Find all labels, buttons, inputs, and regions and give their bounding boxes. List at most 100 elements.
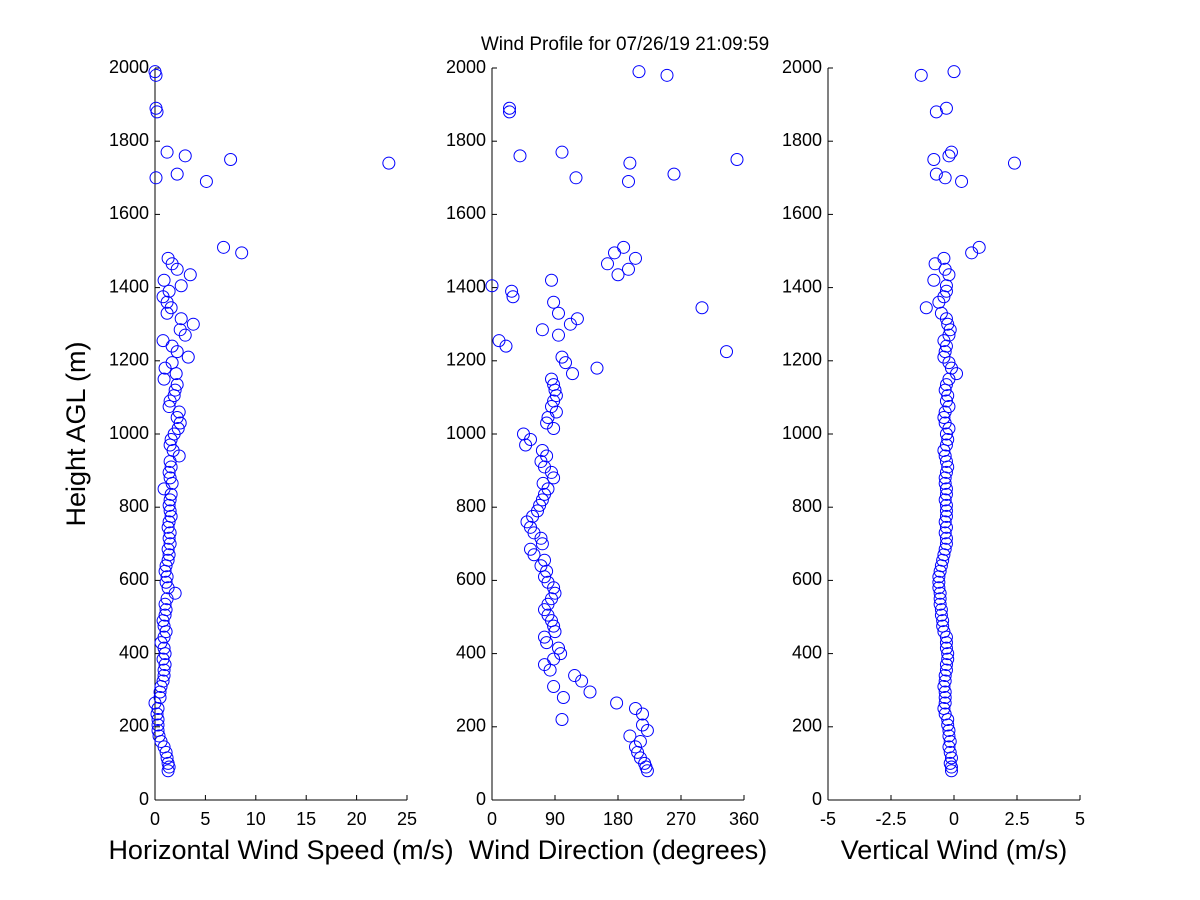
data-point xyxy=(506,290,520,304)
data-point xyxy=(933,592,947,606)
x-axis-label: Wind Direction (degrees) xyxy=(469,835,768,865)
data-point xyxy=(556,691,570,705)
data-point xyxy=(513,149,527,163)
data-point xyxy=(554,647,568,661)
y-tick-label: 1200 xyxy=(109,350,149,370)
data-point xyxy=(505,284,519,298)
data-point xyxy=(157,630,171,644)
data-point xyxy=(178,149,192,163)
data-point xyxy=(161,542,175,556)
data-point xyxy=(938,493,952,507)
data-point xyxy=(590,361,604,375)
data-point xyxy=(162,400,176,414)
data-point xyxy=(617,240,631,254)
data-point xyxy=(173,323,187,337)
x-tick-label: 270 xyxy=(666,809,696,829)
data-point xyxy=(730,153,744,166)
x-tick-label: -2.5 xyxy=(875,809,906,829)
data-point xyxy=(151,723,165,737)
data-point xyxy=(159,745,173,759)
data-point xyxy=(938,171,952,185)
data-point xyxy=(941,389,955,403)
data-point xyxy=(972,240,986,254)
data-point xyxy=(535,537,549,551)
data-point xyxy=(941,432,955,446)
y-tick-label: 800 xyxy=(792,496,822,516)
data-point xyxy=(535,323,549,337)
y-tick-label: 1200 xyxy=(446,350,486,370)
data-point xyxy=(153,691,167,705)
data-point xyxy=(942,328,956,342)
data-point xyxy=(941,317,955,331)
data-point xyxy=(545,400,558,414)
y-tick-label: 200 xyxy=(792,716,822,736)
data-point xyxy=(938,416,952,430)
data-point xyxy=(623,729,637,743)
data-point xyxy=(535,443,549,457)
data-point xyxy=(939,427,953,441)
data-point xyxy=(183,268,197,282)
data-point xyxy=(531,504,544,518)
data-point xyxy=(149,171,163,185)
data-point xyxy=(548,586,562,600)
data-point xyxy=(938,685,952,699)
x-tick-label: 360 xyxy=(729,809,759,829)
data-point xyxy=(552,641,565,655)
data-point xyxy=(720,345,733,359)
y-tick-label: 2000 xyxy=(109,57,149,77)
data-point xyxy=(939,658,953,672)
data-point xyxy=(162,498,176,512)
data-point xyxy=(157,273,171,287)
data-point xyxy=(933,586,947,600)
data-point xyxy=(1007,156,1021,170)
data-point xyxy=(164,509,178,523)
data-point xyxy=(568,669,582,683)
x-tick-label: 15 xyxy=(296,809,316,829)
data-point xyxy=(503,105,516,119)
data-point xyxy=(938,707,952,721)
data-point xyxy=(540,416,554,430)
data-point xyxy=(382,156,396,170)
data-point xyxy=(939,465,953,479)
data-point xyxy=(933,597,947,611)
data-point xyxy=(503,101,516,115)
data-point xyxy=(492,334,506,348)
data-point xyxy=(944,764,958,778)
data-point xyxy=(938,476,952,490)
data-point xyxy=(927,153,941,166)
data-point xyxy=(157,663,171,677)
y-tick-label: 2000 xyxy=(782,57,822,77)
panel: 0 200 400 600 800 1000 1200 1400 1600 1800 2000 -5 -… xyxy=(782,57,1085,865)
y-tick-label: 1400 xyxy=(446,276,486,296)
x-tick-label: 0 xyxy=(150,809,160,829)
data-point xyxy=(545,273,558,287)
data-point xyxy=(171,422,185,436)
y-tick-label: 1600 xyxy=(109,203,149,223)
data-point xyxy=(941,647,955,661)
data-point xyxy=(535,493,549,507)
data-point xyxy=(927,273,941,287)
y-tick-label: 1000 xyxy=(782,423,822,443)
data-point xyxy=(161,251,175,265)
data-point xyxy=(914,68,928,82)
y-tick-label: 2000 xyxy=(446,57,486,77)
data-point xyxy=(161,756,175,770)
x-tick-label: 0 xyxy=(487,809,497,829)
data-point xyxy=(165,356,179,370)
data-point xyxy=(932,575,946,589)
data-point xyxy=(152,729,166,743)
y-tick-label: 400 xyxy=(456,642,486,662)
data-point xyxy=(939,531,953,545)
data-point xyxy=(938,515,952,529)
data-point xyxy=(629,251,642,265)
data-point xyxy=(939,101,953,115)
data-point xyxy=(538,553,551,567)
y-tick-label: 1800 xyxy=(782,130,822,150)
data-point xyxy=(199,174,213,188)
x-tick-label: 180 xyxy=(603,809,633,829)
x-tick-label: 5 xyxy=(1075,809,1085,829)
data-point xyxy=(938,526,952,540)
data-point xyxy=(566,367,579,381)
y-tick-label: 0 xyxy=(139,789,149,809)
data-point xyxy=(148,65,162,79)
